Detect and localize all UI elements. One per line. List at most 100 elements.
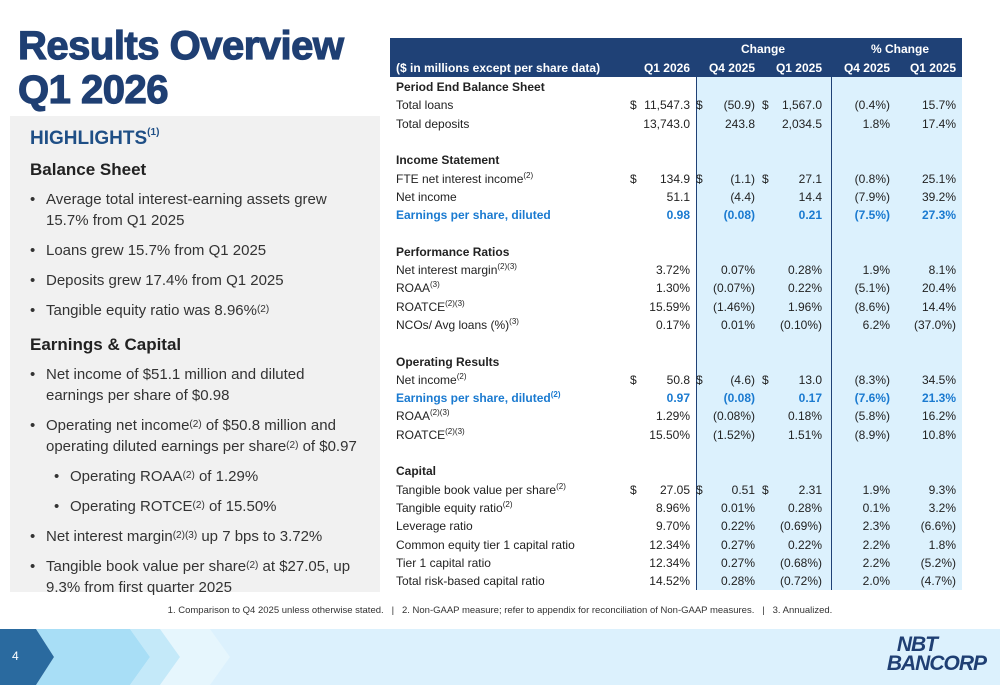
- footnote-ref: (2): [523, 170, 534, 180]
- table-row: ROAA(3) 1.30% (0.07%) 0.22% (5.1%) 20.4%: [390, 279, 962, 297]
- cell-value: (0.72%): [779, 574, 822, 589]
- cell-value: 14.52%: [649, 574, 690, 589]
- cell-value: (37.0%): [913, 317, 956, 332]
- bullet-text: Tangible book value per share: [46, 558, 247, 575]
- currency-symbol: $: [696, 482, 703, 497]
- table-row: ROATCE(2)(3) 15.59% (1.46%) 1.96% (8.6%) 14.4…: [390, 298, 962, 316]
- footnote-ref: (2): [256, 304, 270, 315]
- cell-value: 1.8%: [928, 537, 956, 552]
- cell-value: 0.97: [666, 391, 690, 406]
- bullet-text: of $50.8 million and operating diluted e…: [46, 417, 336, 455]
- bullet-text: Tangible equity ratio was 8.96%: [46, 302, 257, 319]
- table-row: Leverage ratio 9.70% 0.22% (0.69%) 2.3% (6.6%…: [390, 517, 962, 535]
- cell-value: (7.5%): [854, 208, 890, 223]
- cell-value: (4.7%): [920, 574, 956, 589]
- table-row: NCOs/ Avg loans (%)(3) 0.17% 0.01% (0.10%) 6…: [390, 316, 962, 334]
- section-heading-row: Income Statement: [390, 151, 962, 169]
- bullet-text: Operating ROTCE: [70, 498, 193, 515]
- section-heading-row: Performance Ratios: [390, 243, 962, 261]
- cell-value: 0.21: [798, 208, 822, 223]
- cell-value: (50.9): [723, 98, 755, 113]
- cell-value: (0.4%): [854, 98, 890, 113]
- bullet-text: up 7 bps to 3.72%: [197, 528, 323, 545]
- spacer-row: [390, 334, 962, 352]
- cell-value: 0.28%: [787, 500, 822, 515]
- cell-value: 34.5%: [921, 372, 956, 387]
- cell-value: 2.31: [798, 482, 822, 497]
- cell-value: 11,547.3: [644, 98, 690, 113]
- page-number: 4: [12, 649, 19, 663]
- row-label: Net income: [396, 189, 457, 204]
- row-label: Income Statement: [396, 153, 500, 168]
- row-label: ROATCE(2)(3): [396, 298, 465, 314]
- bullet-text: Operating net income: [46, 417, 190, 434]
- cell-value: 27.3%: [921, 208, 956, 223]
- header-units: ($ in millions except per share data): [396, 61, 601, 75]
- cell-value: 1.9%: [862, 263, 890, 277]
- cell-value: 0.17%: [655, 317, 690, 332]
- row-label: Performance Ratios: [396, 244, 510, 259]
- table-row: Tangible book value per share(2) 27.05 0.5…: [390, 481, 962, 499]
- footer-band: 4 NBT BANCORP: [0, 629, 1000, 685]
- row-label: ROATCE(2)(3): [396, 426, 465, 442]
- spacer-row: [390, 444, 962, 462]
- cell-value: 14.4%: [921, 299, 956, 314]
- cell-value: 0.17: [798, 391, 822, 406]
- cell-value: 0.28%: [787, 263, 822, 277]
- footnote-ref: (2): [182, 470, 195, 481]
- currency-symbol: $: [696, 171, 703, 186]
- cell-value: (8.9%): [854, 427, 890, 442]
- table-row: Earnings per share, diluted 0.98 (0.08) 0.2…: [390, 206, 962, 224]
- cell-value: 15.59%: [649, 299, 690, 314]
- results-table: Change % Change ($ in millions except pe…: [390, 38, 962, 590]
- footnote-ref: (2): [192, 500, 205, 511]
- cell-value: (4.6): [730, 372, 755, 387]
- cell-value: 9.3%: [928, 482, 956, 497]
- cell-value: 8.96%: [655, 500, 690, 515]
- table-row: Tier 1 capital ratio 12.34% 0.27% (0.68%) 2.…: [390, 554, 962, 572]
- cell-value: 14.4: [798, 189, 822, 204]
- cell-value: 12.34%: [649, 537, 690, 552]
- table-row: Net income(2) 50.8 (4.6) 13.0 (8.3%) 34.5% $ $ $: [390, 371, 962, 389]
- header-change-q1-2025: Q1 2025: [775, 61, 822, 75]
- bullet-text: Net income of $51.1 million and diluted …: [46, 366, 305, 404]
- spacer-row: [390, 224, 962, 242]
- cell-value: (5.1%): [854, 281, 890, 296]
- row-label: Earnings per share, diluted(2): [396, 390, 561, 406]
- table-row: FTE net interest income(2) 134.9 (1.1) 27.1…: [390, 170, 962, 188]
- cell-value: 27.05: [659, 482, 690, 497]
- cell-value: (1.46%): [712, 299, 755, 314]
- cell-value: 134.9: [659, 171, 690, 186]
- cell-value: 0.18%: [787, 409, 822, 424]
- cell-value: 2.3%: [862, 519, 890, 534]
- currency-symbol: $: [762, 98, 769, 113]
- bullet-item: Operating ROAA(2) of 1.29%: [54, 466, 366, 487]
- bullet-text: Operating ROAA: [70, 468, 183, 485]
- cell-value: 0.98: [666, 208, 690, 223]
- cell-value: 13,743.0: [643, 116, 690, 131]
- row-label: NCOs/ Avg loans (%)(3): [396, 316, 519, 332]
- row-label: Operating Results: [396, 354, 500, 369]
- row-label: ROAA(2)(3): [396, 408, 450, 424]
- footnote-ref: (2)(3): [497, 262, 517, 271]
- cell-value: 51.1: [666, 189, 690, 204]
- cell-value: 0.22%: [787, 281, 822, 296]
- table-row: ROATCE(2)(3) 15.50% (1.52%) 1.51% (8.9%) 10.8…: [390, 426, 962, 444]
- cell-value: 16.2%: [921, 409, 956, 424]
- row-label: Common equity tier 1 capital ratio: [396, 537, 575, 552]
- currency-symbol: $: [630, 372, 637, 387]
- table-header: Change % Change ($ in millions except pe…: [390, 38, 962, 77]
- cell-value: 1.29%: [655, 409, 690, 424]
- row-label: Tier 1 capital ratio: [396, 555, 491, 570]
- footnote-ref: (2)(3): [430, 408, 450, 418]
- table-row: Total loans 11,547.3 (50.9) 1,567.0 (0.4%) 15…: [390, 96, 962, 114]
- cell-value: 1.30%: [655, 281, 690, 296]
- spacer-row: [390, 133, 962, 151]
- footnote-ref: (2)(3): [172, 530, 198, 541]
- cell-value: 0.01%: [720, 317, 755, 332]
- cell-value: (0.08): [723, 208, 755, 223]
- cell-value: 0.27%: [720, 555, 755, 570]
- cell-value: 1.8%: [862, 116, 890, 131]
- currency-symbol: $: [696, 98, 703, 113]
- balance-sheet-heading: Balance Sheet: [30, 160, 147, 179]
